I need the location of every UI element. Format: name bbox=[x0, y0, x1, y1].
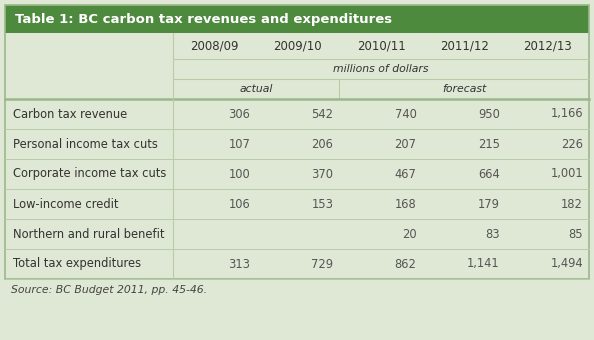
Text: Northern and rural benefit: Northern and rural benefit bbox=[13, 227, 165, 240]
Text: 2010/11: 2010/11 bbox=[356, 39, 405, 52]
Text: 83: 83 bbox=[485, 227, 500, 240]
Text: 313: 313 bbox=[228, 257, 250, 271]
Text: 467: 467 bbox=[395, 168, 416, 181]
Bar bbox=[5, 5, 589, 33]
Bar bbox=[5, 5, 589, 279]
Text: 370: 370 bbox=[311, 168, 333, 181]
Text: 1,166: 1,166 bbox=[551, 107, 583, 120]
Text: Table 1: BC carbon tax revenues and expenditures: Table 1: BC carbon tax revenues and expe… bbox=[15, 13, 392, 26]
Text: 306: 306 bbox=[228, 107, 250, 120]
Text: 1,141: 1,141 bbox=[467, 257, 500, 271]
Text: Source: BC Budget 2011, pp. 45-46.: Source: BC Budget 2011, pp. 45-46. bbox=[11, 285, 207, 295]
Text: 179: 179 bbox=[478, 198, 500, 210]
Text: 226: 226 bbox=[561, 137, 583, 151]
Text: forecast: forecast bbox=[442, 84, 486, 94]
Text: actual: actual bbox=[239, 84, 273, 94]
Text: 2011/12: 2011/12 bbox=[440, 39, 489, 52]
Text: 729: 729 bbox=[311, 257, 333, 271]
Text: 2008/09: 2008/09 bbox=[190, 39, 239, 52]
Text: 2012/13: 2012/13 bbox=[523, 39, 572, 52]
Text: 20: 20 bbox=[402, 227, 416, 240]
Text: 106: 106 bbox=[229, 198, 250, 210]
Text: Carbon tax revenue: Carbon tax revenue bbox=[13, 107, 127, 120]
Text: 182: 182 bbox=[561, 198, 583, 210]
Text: Low-income credit: Low-income credit bbox=[13, 198, 118, 210]
Text: 542: 542 bbox=[311, 107, 333, 120]
Text: 207: 207 bbox=[394, 137, 416, 151]
Text: 2009/10: 2009/10 bbox=[273, 39, 322, 52]
Text: 215: 215 bbox=[478, 137, 500, 151]
Text: 153: 153 bbox=[311, 198, 333, 210]
Text: Personal income tax cuts: Personal income tax cuts bbox=[13, 137, 158, 151]
Text: 950: 950 bbox=[478, 107, 500, 120]
Text: 206: 206 bbox=[311, 137, 333, 151]
Text: 664: 664 bbox=[478, 168, 500, 181]
Text: 107: 107 bbox=[228, 137, 250, 151]
Text: 100: 100 bbox=[229, 168, 250, 181]
Bar bbox=[5, 33, 589, 279]
Text: 1,001: 1,001 bbox=[551, 168, 583, 181]
Text: Total tax expenditures: Total tax expenditures bbox=[13, 257, 141, 271]
Text: Corporate income tax cuts: Corporate income tax cuts bbox=[13, 168, 166, 181]
Text: 85: 85 bbox=[568, 227, 583, 240]
Text: millions of dollars: millions of dollars bbox=[333, 64, 429, 74]
Text: 168: 168 bbox=[395, 198, 416, 210]
Text: 1,494: 1,494 bbox=[551, 257, 583, 271]
Text: 740: 740 bbox=[395, 107, 416, 120]
Text: 862: 862 bbox=[395, 257, 416, 271]
